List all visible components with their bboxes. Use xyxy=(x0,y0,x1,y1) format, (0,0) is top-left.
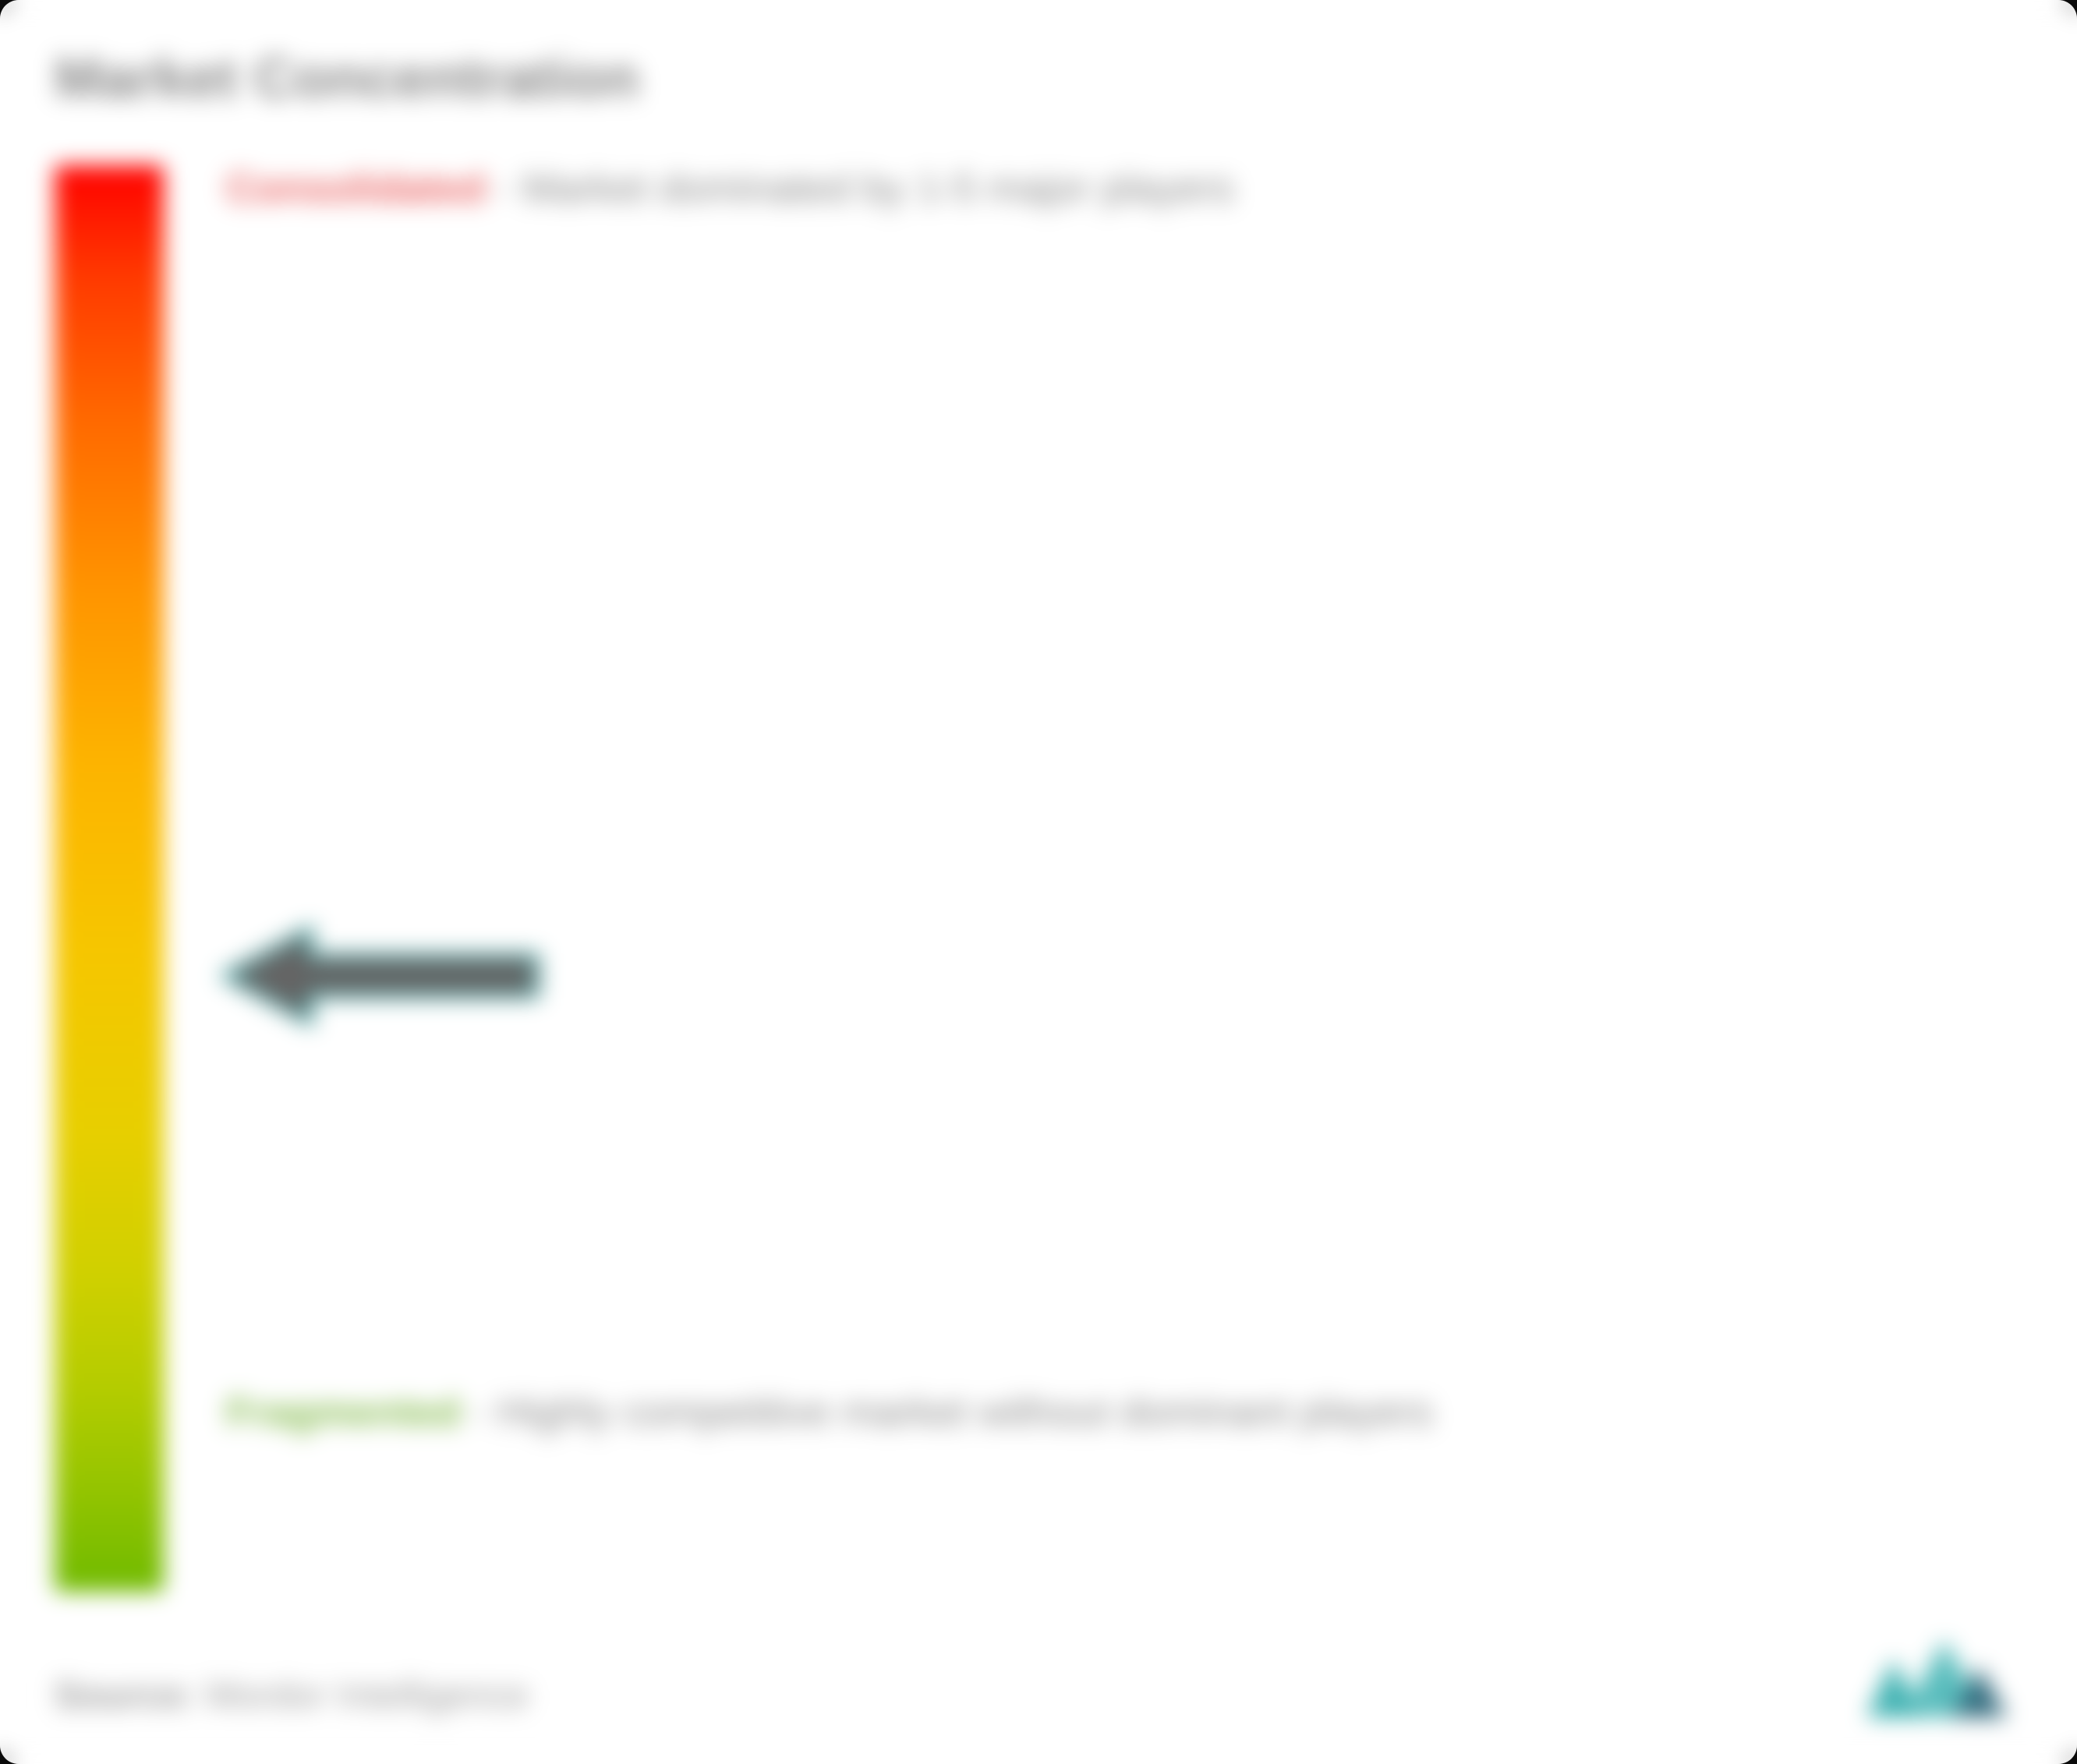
fragmented-key: Fragmented xyxy=(226,1390,461,1435)
arrow-left-icon xyxy=(217,921,544,1030)
consolidated-key: Consolidated xyxy=(226,166,486,211)
source-name: Mordor Intelligence xyxy=(206,1675,529,1716)
consolidated-label: Consolidated - Market dominated by 1-5 m… xyxy=(226,157,2022,221)
page-title: Market Concentration xyxy=(55,47,2022,111)
indicator-arrow xyxy=(217,921,544,1030)
fragmented-desc: - Highly competitive market without domi… xyxy=(472,1390,1432,1435)
source-prefix: Source: xyxy=(55,1675,196,1716)
source-footer: Source: Mordor Intelligence xyxy=(55,1674,529,1717)
arrow-shape xyxy=(225,929,536,1023)
consolidated-desc: - Market dominated by 1-5 major players xyxy=(497,166,1234,211)
content-area: Market Concentration Consolidated - Mark… xyxy=(0,0,2077,1764)
labels-column: Consolidated - Market dominated by 1-5 m… xyxy=(226,165,2022,1592)
brand-logo xyxy=(1859,1631,2015,1725)
fragmented-label: Fragmented - Highly competitive market w… xyxy=(226,1381,1552,1444)
diagram-body: Consolidated - Market dominated by 1-5 m… xyxy=(55,165,2022,1592)
concentration-gradient-bar xyxy=(55,165,164,1592)
logo-icon xyxy=(1859,1631,2015,1725)
infographic-card: Market Concentration Consolidated - Mark… xyxy=(0,0,2077,1764)
